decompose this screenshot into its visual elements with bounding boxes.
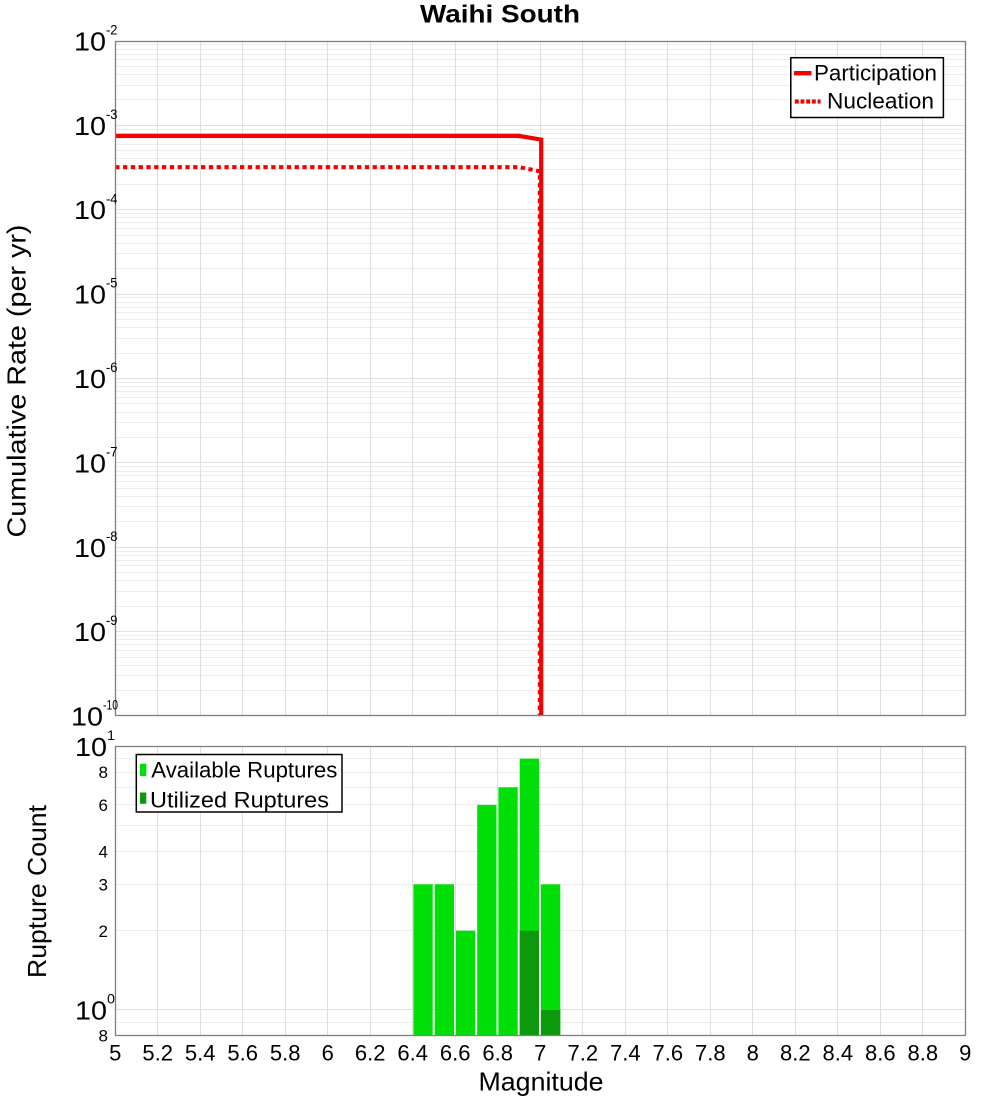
svg-text:10: 10 <box>74 533 106 563</box>
svg-text:5.6: 5.6 <box>227 1041 258 1066</box>
svg-text:7: 7 <box>534 1041 546 1066</box>
svg-text:8.2: 8.2 <box>780 1041 811 1066</box>
svg-text:4: 4 <box>99 843 108 862</box>
svg-text:10: 10 <box>74 27 106 57</box>
svg-text:7.6: 7.6 <box>653 1041 684 1066</box>
svg-text:8: 8 <box>99 1027 108 1046</box>
svg-text:-7: -7 <box>106 444 118 460</box>
svg-text:10: 10 <box>74 617 106 647</box>
svg-text:5: 5 <box>109 1041 121 1066</box>
svg-text:Waihi South: Waihi South <box>420 1 580 29</box>
svg-text:Participation: Participation <box>814 60 937 85</box>
svg-text:6.2: 6.2 <box>355 1041 386 1066</box>
svg-text:5.8: 5.8 <box>270 1041 301 1066</box>
svg-text:Nucleation: Nucleation <box>827 88 934 113</box>
svg-text:2: 2 <box>99 922 108 941</box>
svg-text:6.6: 6.6 <box>440 1041 471 1066</box>
svg-text:-6: -6 <box>106 359 118 375</box>
svg-text:1: 1 <box>107 727 115 743</box>
svg-text:7.8: 7.8 <box>695 1041 726 1066</box>
svg-text:10: 10 <box>74 448 106 478</box>
svg-text:-3: -3 <box>106 106 118 122</box>
svg-text:5.4: 5.4 <box>185 1041 216 1066</box>
svg-text:Magnitude: Magnitude <box>479 1067 604 1097</box>
svg-text:10: 10 <box>74 364 106 394</box>
svg-text:8.8: 8.8 <box>908 1041 939 1066</box>
svg-text:-9: -9 <box>106 612 118 628</box>
svg-text:6.4: 6.4 <box>397 1041 428 1066</box>
svg-text:6: 6 <box>322 1041 334 1066</box>
svg-text:8: 8 <box>747 1041 759 1066</box>
svg-text:5.2: 5.2 <box>142 1041 173 1066</box>
svg-text:-5: -5 <box>106 275 118 291</box>
svg-text:8.6: 8.6 <box>865 1041 896 1066</box>
svg-text:3: 3 <box>99 876 108 895</box>
svg-text:Utilized Ruptures: Utilized Ruptures <box>150 787 329 812</box>
svg-text:8.4: 8.4 <box>823 1041 854 1066</box>
svg-text:-4: -4 <box>106 190 118 206</box>
svg-text:0: 0 <box>107 991 115 1007</box>
svg-text:10: 10 <box>75 996 107 1026</box>
svg-text:-10: -10 <box>103 697 118 713</box>
svg-text:10: 10 <box>75 732 107 762</box>
svg-text:10: 10 <box>74 111 106 141</box>
svg-text:8: 8 <box>99 763 108 782</box>
svg-text:7.2: 7.2 <box>568 1041 599 1066</box>
svg-text:10: 10 <box>74 195 106 225</box>
svg-text:-2: -2 <box>106 22 118 38</box>
svg-text:Cumulative Rate (per yr): Cumulative Rate (per yr) <box>2 225 32 538</box>
svg-text:10: 10 <box>74 280 106 310</box>
svg-text:Rupture Count: Rupture Count <box>22 804 52 978</box>
svg-text:9: 9 <box>959 1041 971 1066</box>
svg-text:-8: -8 <box>106 528 118 544</box>
svg-text:6.8: 6.8 <box>482 1041 513 1066</box>
svg-text:7.4: 7.4 <box>610 1041 641 1066</box>
svg-text:Available Ruptures: Available Ruptures <box>151 758 337 783</box>
svg-text:6: 6 <box>99 796 108 815</box>
svg-text:10: 10 <box>71 702 103 732</box>
